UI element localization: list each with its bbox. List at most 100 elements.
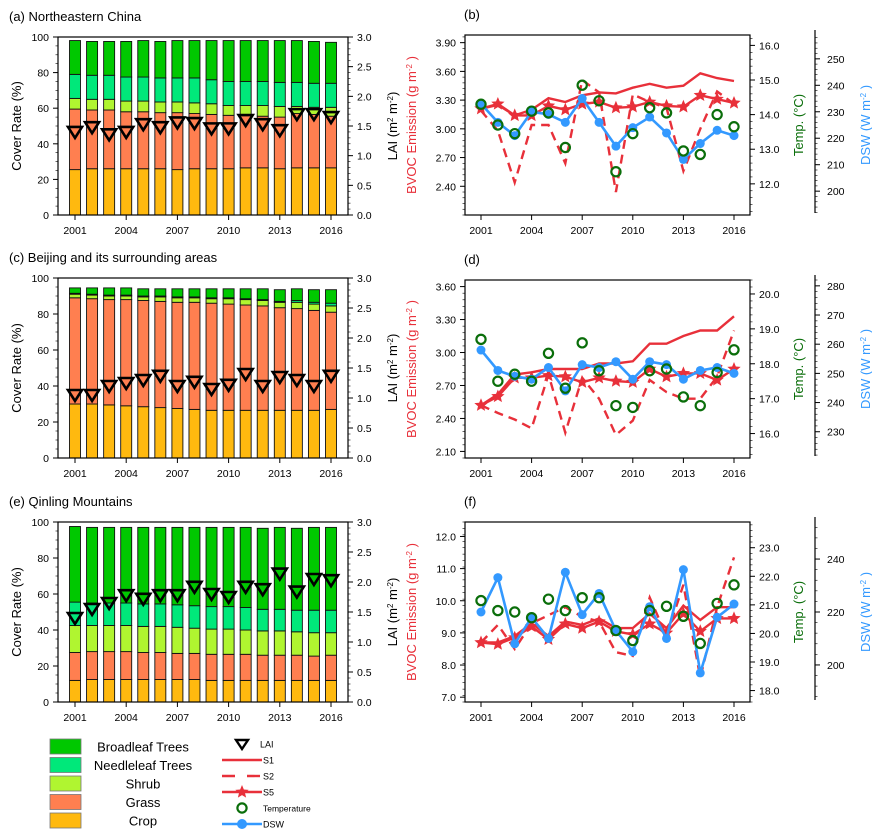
y2-tick-label: 0.0	[357, 697, 372, 709]
series-dsw-marker	[577, 610, 587, 620]
lai-marker	[168, 116, 187, 131]
x-tick-label: 2010	[217, 468, 241, 480]
lai-marker	[133, 373, 153, 389]
temp-axis-label: Temp. (°C)	[791, 338, 806, 400]
y-tick-label: 12.0	[436, 531, 457, 543]
x-tick-label: 2013	[672, 225, 696, 237]
bar-segment-broadleaf-trees	[69, 526, 81, 603]
x-tick-label: 2001	[63, 225, 87, 237]
series-dsw-marker	[527, 612, 537, 622]
x-tick-label: 2007	[571, 468, 595, 480]
legend-label: Broadleaf Trees	[97, 740, 189, 755]
x-tick-label: 2001	[63, 468, 87, 480]
temp-tick-label: 22.0	[759, 571, 780, 583]
bar-segment-shrub	[325, 632, 337, 656]
bar-segment-grass	[273, 307, 286, 411]
bar-segment-crop	[290, 167, 303, 216]
y-tick-label: 60	[37, 589, 49, 601]
legend-label: DSW	[263, 820, 285, 830]
series-temperature-marker	[610, 166, 622, 178]
bar-segment-broadleaf-trees	[188, 288, 201, 298]
lai-marker	[270, 370, 290, 386]
y-tick-label: 20	[37, 174, 49, 186]
bar-segment-crop	[103, 404, 116, 459]
series-dsw-marker	[493, 365, 503, 375]
series-dsw-marker	[543, 363, 553, 373]
y-tick-label: 20	[37, 417, 49, 429]
legend-markers: LAI S1 S2 S5 Temperature DSW	[222, 738, 311, 830]
y-tick-label: 3.30	[436, 315, 457, 327]
y2-tick-label: 2.5	[357, 547, 372, 559]
series-temperature-marker	[627, 401, 639, 414]
x-tick-label: 2013	[268, 225, 292, 237]
series-temperature-marker	[475, 98, 487, 110]
legend-swatch	[49, 757, 82, 773]
dsw-tick-label: 220	[827, 607, 845, 619]
temp-tick-label: 23.0	[759, 543, 780, 555]
series-temperature-marker	[593, 592, 605, 604]
bar-segment-crop	[307, 409, 320, 459]
bar-segment-crop	[137, 406, 150, 459]
x-tick-label: 2007	[166, 468, 190, 480]
series-temperature-marker	[492, 375, 504, 387]
lai-marker	[150, 369, 170, 385]
dsw-axis-label: DSW (W m-2 )	[858, 85, 872, 165]
series-s5-marker	[659, 369, 674, 383]
y-tick-label: 2.40	[436, 413, 457, 425]
x-tick-label: 2004	[115, 468, 139, 480]
bar-segment-broadleaf-trees	[307, 289, 320, 303]
bar-segment-broadleaf-trees	[103, 526, 116, 604]
plot-frame	[57, 277, 349, 459]
panel-b: (b) 2.40 2.70 3.00 3.30 3.60 3.90 12.0 13.0 14.0 1…	[404, 7, 872, 237]
bar-segment-broadleaf-trees	[307, 526, 320, 611]
lai-marker	[185, 580, 204, 596]
series-s5-marker	[727, 611, 741, 625]
bar-segment-broadleaf-trees	[188, 40, 201, 79]
y-axis-label: Cover Rate (%)	[9, 323, 24, 413]
legend-s5-icon	[235, 785, 249, 798]
bar-segment-crop	[171, 408, 184, 459]
legend-label: S2	[263, 772, 274, 782]
series-temperature-marker	[677, 391, 690, 403]
series-dsw-marker	[476, 345, 486, 355]
bar-segment-shrub	[171, 101, 184, 114]
bar-segment-crop	[154, 168, 167, 216]
series-dsw-marker	[594, 363, 604, 373]
x-tick-label: 2016	[722, 712, 746, 724]
y2-tick-label: 1.5	[357, 607, 372, 619]
series-s1-line	[480, 315, 735, 407]
series-temperature-marker	[694, 399, 706, 412]
series-dsw-marker	[527, 107, 537, 117]
temp-tick-label: 17.0	[759, 394, 780, 406]
temp-tick-label: 12.0	[759, 179, 780, 191]
bar-segment-grass	[103, 299, 116, 406]
bar-segment-broadleaf-trees	[120, 41, 133, 78]
series-temperature-marker	[576, 79, 588, 91]
series-dsw-line	[479, 568, 735, 674]
series-s5-marker	[474, 635, 488, 649]
series-temperature-marker	[643, 604, 656, 617]
y2-tick-label: 3.0	[357, 517, 372, 529]
bar-segment-crop	[205, 168, 218, 216]
bar-segment-crop	[307, 167, 320, 216]
y2-tick-label: 2.5	[357, 62, 372, 74]
bar-segment-needleleaf-trees	[325, 609, 337, 634]
bar-segment-shrub	[86, 625, 99, 653]
temp-tick-label: 18.0	[759, 359, 780, 371]
y-tick-label: 3.00	[436, 348, 457, 360]
bar-segment-broadleaf-trees	[120, 287, 133, 296]
bar-segment-shrub	[171, 626, 184, 654]
y2-tick-label: 1.0	[357, 393, 372, 405]
bar-segment-broadleaf-trees	[171, 40, 184, 79]
dsw-tick-label: 250	[827, 54, 845, 66]
x-tick-label: 2016	[722, 225, 746, 237]
panel-c: (c) Beijing and its surrounding areas 0 20…	[9, 250, 400, 480]
bar-segment-broadleaf-trees	[205, 40, 218, 81]
series-temperature-marker	[525, 612, 538, 624]
bar-segment-shrub	[273, 301, 286, 309]
bar-segment-grass	[120, 651, 133, 680]
y-tick-label: 40	[37, 625, 49, 637]
temp-tick-label: 19.0	[759, 324, 780, 336]
series-dsw-marker	[476, 99, 486, 109]
bar-segment-crop	[256, 679, 269, 703]
